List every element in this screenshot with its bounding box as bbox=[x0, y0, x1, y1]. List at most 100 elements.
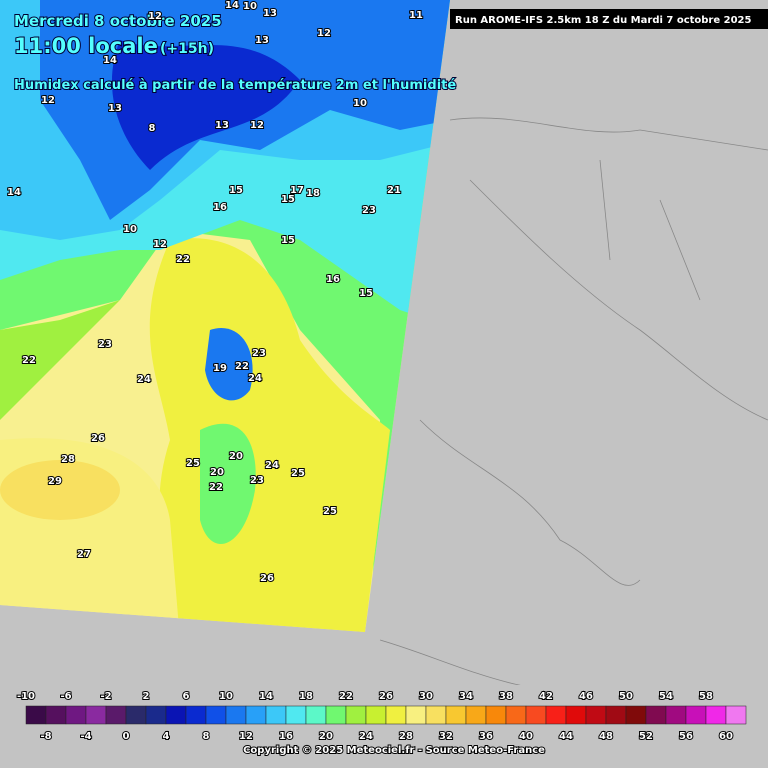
contour-label: 29 bbox=[48, 476, 62, 487]
borders bbox=[379, 117, 768, 692]
colorbar-swatch bbox=[425, 705, 447, 725]
colorbar-swatch bbox=[645, 705, 667, 725]
contour-label: 15 bbox=[281, 194, 295, 205]
contour-label: 14 bbox=[103, 55, 117, 66]
contour-label: 22 bbox=[22, 355, 36, 366]
contour-label: 12 bbox=[317, 28, 331, 39]
colorbar-label: 48 bbox=[599, 731, 613, 742]
contour-label: 19 bbox=[213, 363, 227, 374]
colorbar-swatch bbox=[705, 705, 727, 725]
contour-label: 24 bbox=[265, 460, 279, 471]
contour-label: 23 bbox=[252, 348, 266, 359]
colorbar-label: -6 bbox=[60, 691, 71, 702]
contour-label: 10 bbox=[243, 1, 257, 12]
colorbar-swatch bbox=[625, 705, 647, 725]
colorbar-swatch bbox=[185, 705, 207, 725]
contour-label: 13 bbox=[108, 103, 122, 114]
colorbar-label: 50 bbox=[619, 691, 633, 702]
colorbar-swatch bbox=[545, 705, 567, 725]
colorbar-label: 30 bbox=[419, 691, 433, 702]
contour-label: 22 bbox=[209, 482, 223, 493]
colorbar-swatch bbox=[525, 705, 547, 725]
colorbar-swatch bbox=[105, 705, 127, 725]
colorbar-label: -4 bbox=[80, 731, 91, 742]
contour-label: 22 bbox=[235, 361, 249, 372]
colorbar-swatch bbox=[45, 705, 67, 725]
contour-label: 12 bbox=[41, 95, 55, 106]
colorbar-swatch bbox=[725, 705, 747, 725]
colorbar-label: 20 bbox=[319, 731, 333, 742]
colorbar-label: 14 bbox=[259, 691, 273, 702]
contour-label: 13 bbox=[263, 8, 277, 19]
colorbar-label: 58 bbox=[699, 691, 713, 702]
colorbar-swatch bbox=[245, 705, 267, 725]
colorbar-swatch bbox=[605, 705, 627, 725]
time: 11:00 locale bbox=[14, 34, 158, 58]
colorbar-label: 28 bbox=[399, 731, 413, 742]
colorbar-swatch bbox=[85, 705, 107, 725]
colorbar-label: 56 bbox=[679, 731, 693, 742]
run-banner bbox=[450, 9, 768, 29]
colorbar-label: 52 bbox=[639, 731, 653, 742]
colorbar-label: 6 bbox=[183, 691, 190, 702]
contour-label: 24 bbox=[248, 373, 262, 384]
colorbar-label: 24 bbox=[359, 731, 373, 742]
colorbar-swatch bbox=[65, 705, 87, 725]
contour-label: 26 bbox=[260, 573, 274, 584]
colorbar-label: 16 bbox=[279, 731, 293, 742]
contour-label: 10 bbox=[123, 224, 137, 235]
contour-label: 25 bbox=[291, 468, 305, 479]
run-info: Run AROME-IFS 2.5km 18 Z du Mardi 7 octo… bbox=[455, 15, 751, 26]
contour-label: 27 bbox=[77, 549, 91, 560]
colorbar-swatch bbox=[145, 705, 167, 725]
contour-label: 10 bbox=[353, 98, 367, 109]
contour-label: 12 bbox=[153, 239, 167, 250]
colorbar-swatch bbox=[285, 705, 307, 725]
contour-label: 13 bbox=[255, 35, 269, 46]
colorbar-label: 36 bbox=[479, 731, 493, 742]
colorbar-swatch bbox=[385, 705, 407, 725]
colorbar-swatch bbox=[405, 705, 427, 725]
colorbar-swatch bbox=[25, 705, 47, 725]
contour-label: 15 bbox=[229, 185, 243, 196]
field bbox=[0, 0, 450, 632]
contour-label: 16 bbox=[213, 202, 227, 213]
contour-label: 25 bbox=[186, 458, 200, 469]
contour-label: 20 bbox=[229, 451, 243, 462]
colorbar-label: 26 bbox=[379, 691, 393, 702]
colorbar-label: 60 bbox=[719, 731, 733, 742]
contour-label: 22 bbox=[176, 254, 190, 265]
colorbar-swatch bbox=[585, 705, 607, 725]
colorbar-label: -8 bbox=[40, 731, 51, 742]
colorbar-label: -10 bbox=[17, 691, 35, 702]
colorbar-label: 10 bbox=[219, 691, 233, 702]
colorbar-swatch bbox=[665, 705, 687, 725]
contour-label: 28 bbox=[61, 454, 75, 465]
legend-bg bbox=[0, 685, 768, 768]
colorbar-swatch bbox=[305, 705, 327, 725]
contour-label: 25 bbox=[323, 506, 337, 517]
contour-label: 11 bbox=[409, 10, 423, 21]
contour-label: 20 bbox=[210, 467, 224, 478]
colorbar-swatch bbox=[365, 705, 387, 725]
colorbar-label: 54 bbox=[659, 691, 673, 702]
contour-label: 12 bbox=[148, 11, 162, 22]
colorbar-swatch bbox=[205, 705, 227, 725]
colorbar-swatch bbox=[565, 705, 587, 725]
colorbar-swatch bbox=[165, 705, 187, 725]
date: Mercredi 8 octobre 2025 bbox=[14, 12, 222, 30]
contour-label: 24 bbox=[137, 374, 151, 385]
contour-label: 14 bbox=[7, 187, 21, 198]
colorbar-swatch bbox=[465, 705, 487, 725]
colorbar-swatch bbox=[445, 705, 467, 725]
colorbar-swatch bbox=[325, 705, 347, 725]
lead: (+15h) bbox=[160, 41, 214, 57]
contour-label: 18 bbox=[306, 188, 320, 199]
colorbar-label: 44 bbox=[559, 731, 573, 742]
colorbar-swatch bbox=[505, 705, 527, 725]
contour-label: 13 bbox=[215, 120, 229, 131]
colorbar-swatch bbox=[225, 705, 247, 725]
colorbar-label: 32 bbox=[439, 731, 453, 742]
colorbar-swatch bbox=[685, 705, 707, 725]
